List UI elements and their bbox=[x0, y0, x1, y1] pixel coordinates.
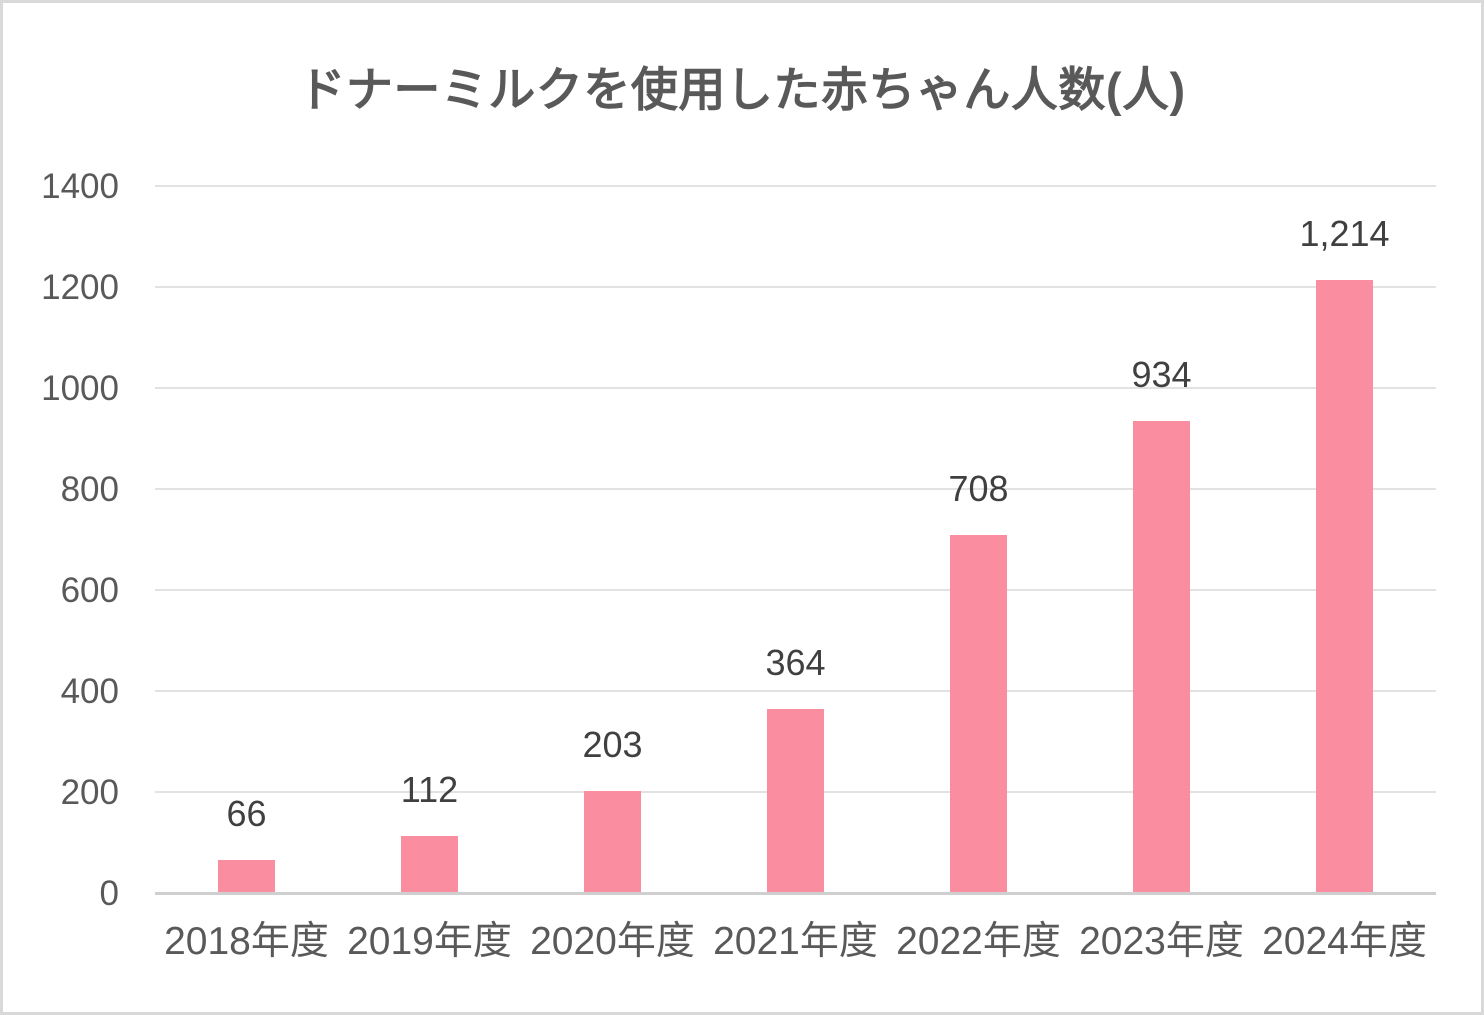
bar-value-label: 934 bbox=[1131, 354, 1192, 396]
bar-value-label: 364 bbox=[765, 642, 826, 684]
x-axis-label: 2019年度 bbox=[347, 920, 512, 963]
x-axis-label: 2020年度 bbox=[530, 920, 695, 963]
y-axis-tick-label: 1000 bbox=[41, 369, 119, 408]
bar bbox=[401, 836, 458, 893]
gridline bbox=[155, 488, 1436, 490]
gridline bbox=[155, 185, 1436, 187]
bar bbox=[1316, 279, 1373, 893]
bar-value-label: 66 bbox=[226, 792, 267, 834]
x-axis-label: 2024年度 bbox=[1262, 920, 1427, 963]
y-axis-tick-label: 600 bbox=[60, 571, 119, 610]
y-axis-tick-label: 1200 bbox=[41, 268, 119, 307]
gridline bbox=[155, 387, 1436, 389]
gridline bbox=[155, 690, 1436, 692]
bar bbox=[584, 790, 641, 893]
bar-value-label: 112 bbox=[400, 769, 459, 811]
bar bbox=[767, 709, 824, 893]
bar bbox=[950, 535, 1007, 893]
x-axis-label: 2022年度 bbox=[896, 920, 1061, 963]
bar-value-label: 203 bbox=[582, 723, 643, 765]
chart-title: ドナーミルクを使用した赤ちゃん人数(人) bbox=[298, 63, 1186, 116]
gridline bbox=[155, 589, 1436, 591]
gridline bbox=[155, 286, 1436, 288]
x-axis-line bbox=[155, 892, 1436, 895]
bar-value-label: 1,214 bbox=[1299, 212, 1390, 254]
y-axis-tick-label: 800 bbox=[60, 470, 119, 509]
y-axis-tick-label: 200 bbox=[60, 773, 119, 812]
y-axis-tick-label: 400 bbox=[60, 672, 119, 711]
x-axis-label: 2021年度 bbox=[713, 920, 878, 963]
x-axis-label: 2023年度 bbox=[1079, 920, 1244, 963]
bar bbox=[1133, 421, 1190, 893]
y-axis-tick-label: 0 bbox=[99, 874, 119, 913]
y-axis-tick-label: 1400 bbox=[41, 167, 119, 206]
bar-value-label: 708 bbox=[948, 468, 1009, 510]
plot-area: 0 200 400 600 800 1000 1200 1400 66 112 203 364 708… bbox=[41, 169, 1436, 963]
x-axis-label: 2018年度 bbox=[164, 920, 329, 963]
bar bbox=[218, 859, 275, 893]
